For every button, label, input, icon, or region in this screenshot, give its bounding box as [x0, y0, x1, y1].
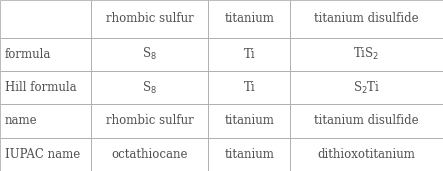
Text: Ti: Ti [243, 48, 255, 61]
Text: octathiocane: octathiocane [111, 148, 188, 161]
Text: Ti: Ti [243, 81, 255, 94]
Text: S$_{8}$: S$_{8}$ [142, 46, 157, 62]
Text: dithioxotitanium: dithioxotitanium [318, 148, 416, 161]
Text: TiS$_{2}$: TiS$_{2}$ [354, 46, 380, 62]
Text: S$_{8}$: S$_{8}$ [142, 80, 157, 96]
Text: titanium: titanium [224, 114, 274, 128]
Text: formula: formula [4, 48, 51, 61]
Text: rhombic sulfur: rhombic sulfur [105, 114, 194, 128]
Text: titanium: titanium [224, 12, 274, 25]
Text: S$_{2}$Ti: S$_{2}$Ti [353, 80, 380, 96]
Text: titanium disulfide: titanium disulfide [314, 114, 419, 128]
Text: titanium disulfide: titanium disulfide [314, 12, 419, 25]
Text: Hill formula: Hill formula [4, 81, 76, 94]
Text: IUPAC name: IUPAC name [4, 148, 80, 161]
Text: titanium: titanium [224, 148, 274, 161]
Text: name: name [4, 114, 37, 128]
Text: rhombic sulfur: rhombic sulfur [105, 12, 194, 25]
